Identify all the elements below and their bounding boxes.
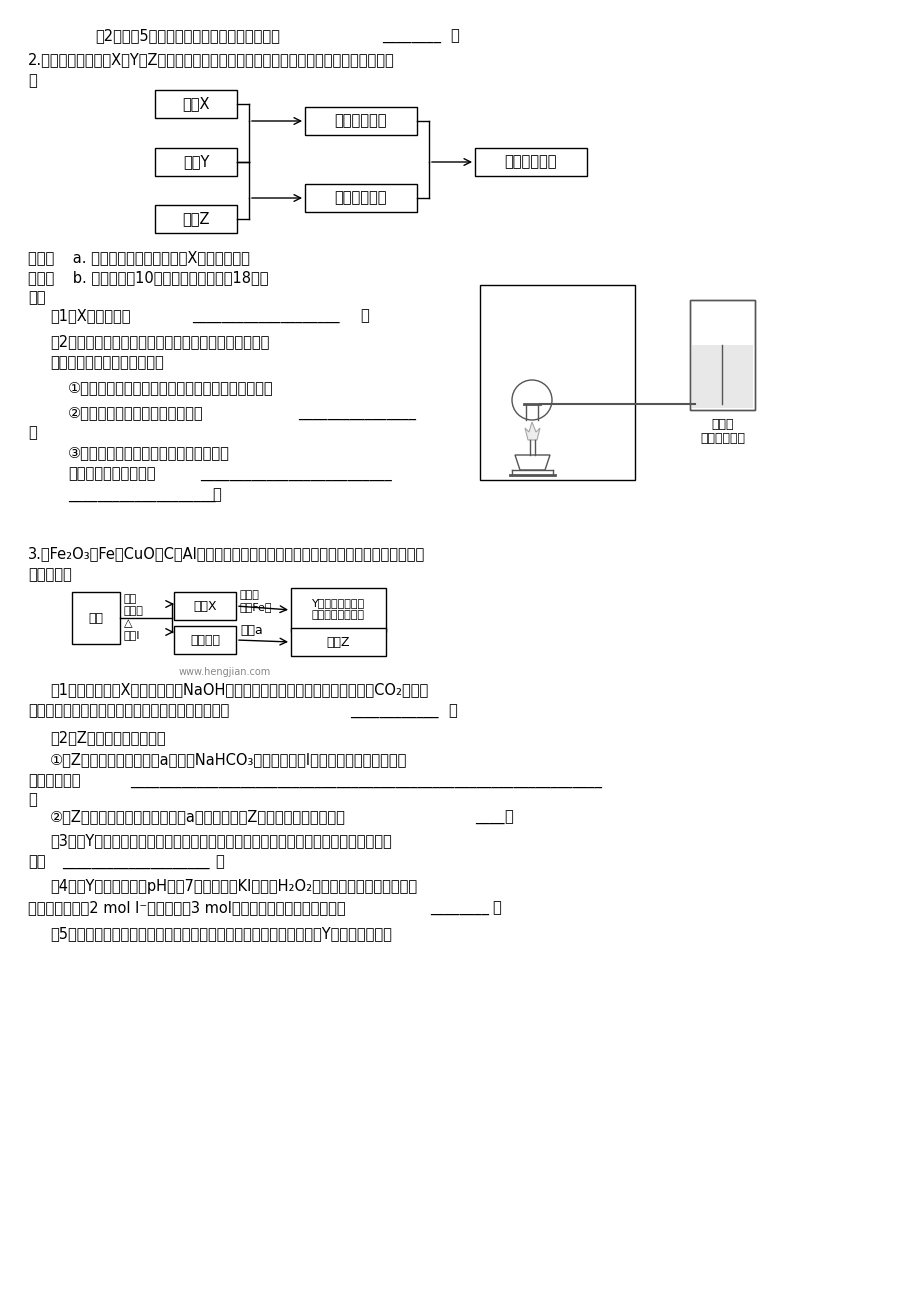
Text: ②若Z为两种气体的混合物，试剂a为适量水，则Z中两种气体的化学式是: ②若Z为两种气体的混合物，试剂a为适量水，则Z中两种气体的化学式是 [50, 809, 346, 824]
Text: 。: 。 [492, 900, 500, 915]
Text: 显变化，说明样品中不含有的物质是（填写化学式）: 显变化，说明样品中不含有的物质是（填写化学式） [28, 703, 229, 717]
Text: 。: 。 [359, 309, 369, 323]
Text: Y（溶液和两种固: Y（溶液和两种固 [312, 598, 365, 608]
Text: （2）实验室可用下图所示装置（缺少收集装置，夹持固: （2）实验室可用下图所示装置（缺少收集装置，夹持固 [50, 335, 269, 349]
Text: 。: 。 [28, 792, 37, 807]
Text: 。: 。 [504, 809, 512, 824]
Text: __________________________: __________________________ [199, 466, 391, 480]
Bar [480, 285, 634, 480]
Text: （1）X的电子式是: （1）X的电子式是 [50, 309, 130, 323]
Text: 气体Z: 气体Z [326, 635, 350, 648]
Text: 过量Fe粉: 过量Fe粉 [240, 602, 272, 612]
Text: （1）取少量溶液X，加入过量的NaOH溶液，有沉淀生成。取上层清液，通入CO₂，无明: （1）取少量溶液X，加入过量的NaOH溶液，有沉淀生成。取上层清液，通入CO₂，… [50, 682, 427, 697]
Text: △: △ [124, 618, 132, 628]
Text: ③烧杯中溶液由无色变为红色，其原因是: ③烧杯中溶液由无色变为红色，其原因是 [68, 445, 230, 460]
Text: ____: ____ [474, 809, 504, 824]
Text: 子。: 子。 [28, 290, 45, 305]
Bar [174, 592, 236, 620]
Bar [72, 592, 119, 644]
Text: 。: 。 [448, 703, 456, 717]
Text: 过量: 过量 [124, 594, 137, 604]
Bar [290, 628, 386, 656]
Bar [689, 299, 754, 410]
Text: 。: 。 [211, 487, 221, 503]
Text: ____________________: ____________________ [68, 487, 215, 503]
Text: 溶液X: 溶液X [193, 599, 217, 612]
Text: （2）Z为一种或两种气体；: （2）Z为一种或两种气体； [50, 730, 165, 745]
Text: 。: 。 [215, 854, 223, 868]
Text: 某浓酸: 某浓酸 [124, 605, 143, 616]
Text: ____________________: ____________________ [192, 309, 339, 323]
Text: 离子化合物丙: 离子化合物丙 [505, 155, 557, 169]
Text: 。: 。 [449, 29, 459, 43]
Text: ____________________: ____________________ [62, 854, 210, 868]
Text: 。: 。 [28, 424, 37, 440]
Text: 体，其一为红色）: 体，其一为红色） [312, 611, 365, 620]
Text: 最多。    b. 甲分子中含10个电子，乙分子含有18个电: 最多。 b. 甲分子中含10个电子，乙分子含有18个电 [28, 270, 268, 285]
Text: 单质Z: 单质Z [182, 211, 210, 227]
Text: （用电离方程式表示）: （用电离方程式表示） [68, 466, 155, 480]
Bar [154, 90, 237, 118]
Text: 试剂a: 试剂a [240, 624, 263, 637]
Text: ________: ________ [429, 900, 489, 915]
Text: 共价化合物乙: 共价化合物乙 [335, 190, 387, 206]
Text: 共价化合物甲: 共价化合物甲 [335, 113, 387, 129]
Text: ________________________________________________________________: ________________________________________… [130, 773, 601, 788]
Text: （2）上述5个实验不能确定是否存在的离子是: （2）上述5个实验不能确定是否存在的离子是 [95, 29, 279, 43]
Text: 样品: 样品 [88, 612, 103, 625]
Text: ①若Z只为一种气体，试剂a为饱和NaHCO₃溶液，则反应Ⅰ中能同时生成两种气体的: ①若Z只为一种气体，试剂a为饱和NaHCO₃溶液，则反应Ⅰ中能同时生成两种气体的 [50, 753, 407, 767]
Polygon shape [525, 422, 539, 440]
Text: 已知：    a. 常见双原子单质分子中，X分子含共价键: 已知： a. 常见双原子单质分子中，X分子含共价键 [28, 250, 250, 266]
Text: （3）向Y中通入过量氯气，并不断搅拌，充分反应后，溶液中的阳离子是（填写离子符: （3）向Y中通入过量氯气，并不断搅拌，充分反应后，溶液中的阳离子是（填写离子符 [50, 833, 391, 848]
Text: 2.短周期元素的单质X、Y、Z在通常状况下均为气态，并有下列转化关系（反应条件略去）: 2.短周期元素的单质X、Y、Z在通常状况下均为气态，并有下列转化关系（反应条件略… [28, 52, 394, 66]
Text: 号）: 号） [28, 854, 45, 868]
Text: 稀释，: 稀释， [240, 590, 259, 600]
Text: ____________: ____________ [349, 703, 438, 717]
Bar [154, 148, 237, 176]
Text: 产物略去）: 产物略去） [28, 566, 72, 582]
Text: 反应Ⅰ: 反应Ⅰ [124, 630, 141, 641]
Bar [290, 589, 386, 631]
Text: ________: ________ [381, 29, 440, 43]
Text: 单质Y: 单质Y [183, 155, 209, 169]
Text: 蒸馏水: 蒸馏水 [710, 418, 733, 431]
Text: 两种气体: 两种气体 [190, 634, 220, 647]
Bar [174, 626, 236, 654]
Text: 化学方程式是: 化学方程式是 [28, 773, 81, 788]
Text: 单质X: 单质X [182, 96, 210, 112]
Text: （滴有酚酞）: （滴有酚酞） [699, 432, 744, 445]
Text: 淀生成。当消耗2 mol I⁻时，共转移3 mol电子，该反应的离子方程式是: 淀生成。当消耗2 mol I⁻时，共转移3 mol电子，该反应的离子方程式是 [28, 900, 346, 915]
Text: ________________: ________________ [298, 405, 415, 421]
Text: 定装置略去）制备并收集甲。: 定装置略去）制备并收集甲。 [50, 355, 164, 370]
Bar [689, 299, 754, 410]
Bar [305, 107, 416, 135]
Bar [154, 204, 237, 233]
Bar [691, 345, 752, 408]
Text: ②试管中的试剂是（填写化学式）: ②试管中的试剂是（填写化学式） [68, 405, 203, 421]
Text: （4）取Y中的溶液，调pH约为7，加入淀粉KI溶液和H₂O₂，溶液呈蓝色并有红褐色沉: （4）取Y中的溶液，调pH约为7，加入淀粉KI溶液和H₂O₂，溶液呈蓝色并有红褐… [50, 879, 416, 894]
Bar [474, 148, 586, 176]
Text: 3.由Fe₂O₃、Fe、CuO、C、Al中的几种物质组成的混合粉末，取样品进行下列实验（部分: 3.由Fe₂O₃、Fe、CuO、C、Al中的几种物质组成的混合粉末，取样品进行下… [28, 546, 425, 561]
Text: www.hengjian.com: www.hengjian.com [178, 667, 271, 677]
Text: ①在图中方框内绘出用烧瓶收集甲的仪器装置简图。: ①在图中方框内绘出用烧瓶收集甲的仪器装置简图。 [68, 380, 273, 395]
Text: （5）另取原样品，加入足量稀硫酸充分反应。若溶液中一定不会产生Y中的红色固体，: （5）另取原样品，加入足量稀硫酸充分反应。若溶液中一定不会产生Y中的红色固体， [50, 926, 391, 941]
Text: ：: ： [28, 73, 37, 89]
Bar [305, 184, 416, 212]
